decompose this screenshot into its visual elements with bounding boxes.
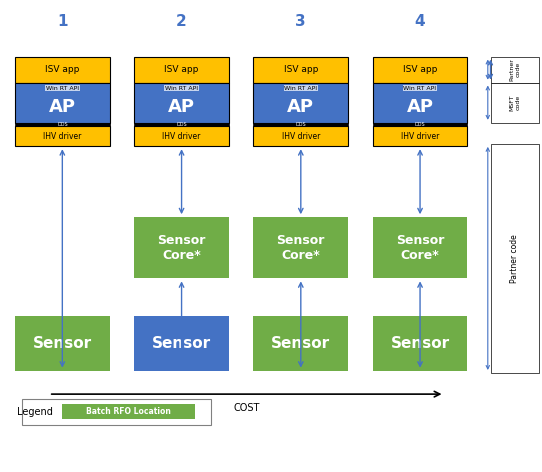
Text: Win RT API: Win RT API (46, 86, 79, 91)
Text: ISV app: ISV app (45, 65, 80, 74)
Text: AP: AP (287, 98, 314, 117)
FancyBboxPatch shape (134, 83, 229, 123)
Text: Sensor: Sensor (152, 336, 211, 351)
FancyBboxPatch shape (134, 57, 229, 83)
Text: Sensor
Core*: Sensor Core* (157, 234, 206, 262)
Text: IHV driver: IHV driver (401, 132, 439, 141)
FancyBboxPatch shape (373, 126, 467, 146)
FancyBboxPatch shape (254, 57, 348, 83)
Text: DDS: DDS (57, 122, 68, 127)
FancyBboxPatch shape (15, 316, 109, 371)
FancyBboxPatch shape (15, 83, 109, 123)
Text: Sensor: Sensor (271, 336, 331, 351)
Text: IHV driver: IHV driver (43, 132, 81, 141)
FancyBboxPatch shape (373, 83, 467, 123)
Text: AP: AP (168, 98, 195, 117)
Text: Partner
code: Partner code (509, 58, 520, 81)
Text: Win RT API: Win RT API (284, 86, 318, 91)
FancyBboxPatch shape (15, 123, 109, 126)
Text: Sensor: Sensor (33, 336, 92, 351)
FancyBboxPatch shape (134, 126, 229, 146)
FancyBboxPatch shape (254, 83, 348, 123)
Text: Partner code: Partner code (511, 234, 519, 283)
Text: DDS: DDS (415, 122, 425, 127)
FancyBboxPatch shape (373, 57, 467, 83)
Text: Win RT API: Win RT API (165, 86, 198, 91)
Text: Batch RFO Location: Batch RFO Location (86, 407, 171, 416)
Text: 1: 1 (57, 14, 68, 29)
FancyBboxPatch shape (491, 83, 539, 123)
FancyBboxPatch shape (62, 404, 195, 419)
Text: MSFT
code: MSFT code (509, 94, 520, 111)
FancyBboxPatch shape (134, 123, 229, 126)
FancyBboxPatch shape (254, 316, 348, 371)
Text: ISV app: ISV app (164, 65, 199, 74)
FancyBboxPatch shape (254, 217, 348, 278)
FancyBboxPatch shape (134, 217, 229, 278)
FancyBboxPatch shape (254, 126, 348, 146)
FancyBboxPatch shape (491, 57, 539, 83)
FancyBboxPatch shape (491, 144, 539, 373)
FancyBboxPatch shape (373, 217, 467, 278)
Text: ISV app: ISV app (283, 65, 318, 74)
FancyBboxPatch shape (15, 57, 109, 83)
FancyBboxPatch shape (373, 123, 467, 126)
FancyBboxPatch shape (373, 316, 467, 371)
Text: Win RT API: Win RT API (403, 86, 437, 91)
Text: IHV driver: IHV driver (163, 132, 201, 141)
Text: Sensor
Core*: Sensor Core* (396, 234, 444, 262)
FancyBboxPatch shape (134, 316, 229, 371)
Text: 2: 2 (176, 14, 187, 29)
Text: COST: COST (234, 403, 260, 413)
FancyBboxPatch shape (22, 399, 211, 425)
Text: IHV driver: IHV driver (282, 132, 320, 141)
Text: DDS: DDS (176, 122, 187, 127)
Text: Sensor: Sensor (390, 336, 450, 351)
Text: DDS: DDS (295, 122, 306, 127)
Text: ISV app: ISV app (403, 65, 437, 74)
Text: 3: 3 (295, 14, 306, 29)
Text: AP: AP (406, 98, 434, 117)
Text: Sensor
Core*: Sensor Core* (276, 234, 325, 262)
Text: AP: AP (49, 98, 76, 117)
Text: 4: 4 (415, 14, 425, 29)
FancyBboxPatch shape (15, 126, 109, 146)
Text: Legend: Legend (17, 407, 53, 417)
FancyBboxPatch shape (254, 123, 348, 126)
